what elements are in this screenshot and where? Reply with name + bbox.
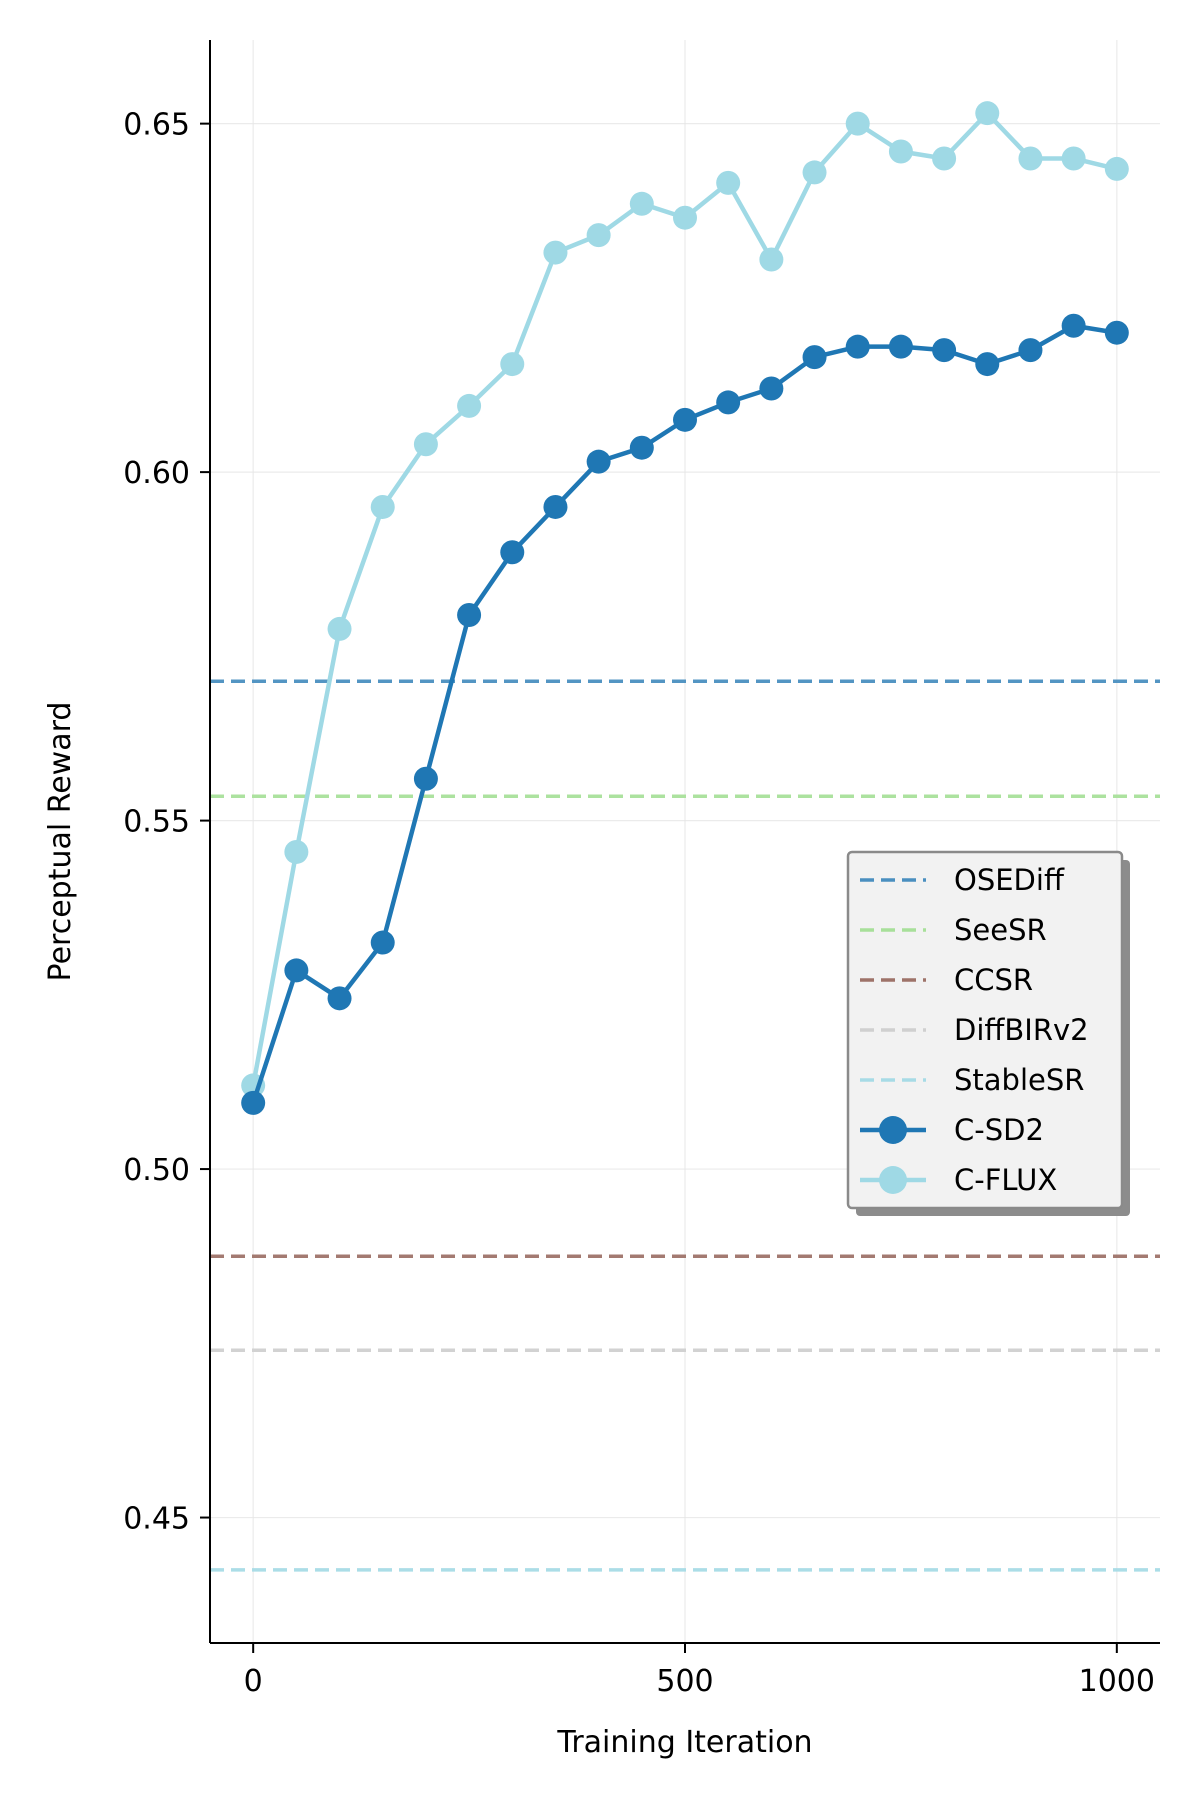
data-point-c-flux: [500, 352, 525, 377]
data-point-c-sd2: [888, 334, 913, 359]
legend: OSEDiff SeeSR CCSR DiffBIRv2 StableSR C-SD2 C-…: [846, 850, 1130, 1216]
data-point-c-flux: [759, 247, 784, 272]
data-point-c-flux: [543, 240, 568, 265]
data-point-c-flux: [284, 839, 309, 864]
data-point-c-sd2: [370, 930, 395, 955]
data-point-c-sd2: [975, 352, 1000, 377]
y-axis-title: Perceptual Reward: [43, 702, 78, 982]
data-point-c-sd2: [586, 449, 611, 474]
data-point-c-sd2: [1061, 313, 1086, 338]
data-point-c-sd2: [759, 376, 784, 401]
data-point-c-sd2: [284, 958, 309, 983]
data-point-c-flux: [327, 616, 352, 641]
data-point-c-sd2: [932, 338, 957, 363]
y-tick-label: 0.65: [123, 108, 190, 143]
data-point-c-flux: [1061, 146, 1086, 171]
x-tick-label: 0: [244, 1664, 263, 1699]
data-point-c-flux: [457, 393, 482, 418]
legend-label: DiffBIRv2: [954, 1013, 1089, 1047]
legend-label: SeeSR: [954, 913, 1047, 947]
data-point-c-flux: [888, 139, 913, 164]
axes: 0 500 1000 0.45 0.50 0.55 0.60 0.65: [123, 40, 1160, 1699]
data-point-c-flux: [673, 205, 697, 230]
legend-label: OSEDiff: [954, 863, 1065, 897]
legend-box: [846, 850, 1124, 1210]
legend-label: C-SD2: [954, 1113, 1044, 1147]
data-point-c-sd2: [802, 345, 827, 370]
data-point-c-flux: [932, 146, 957, 171]
data-point-c-sd2: [673, 407, 697, 432]
legend-label: StableSR: [954, 1063, 1084, 1097]
data-point-c-sd2: [543, 494, 568, 519]
data-point-c-flux: [975, 101, 1000, 126]
data-point-c-sd2: [716, 390, 741, 415]
data-point-c-sd2: [500, 540, 525, 565]
data-point-c-sd2: [241, 1090, 266, 1115]
x-tick-label: 1000: [1079, 1664, 1155, 1699]
legend-marker-c-sd2: [879, 1116, 907, 1144]
data-point-c-flux: [1018, 146, 1043, 171]
data-point-c-sd2: [1018, 338, 1043, 363]
series-lines: [241, 101, 1129, 1115]
baseline-lines: [210, 679, 1160, 1572]
data-point-c-sd2: [845, 334, 870, 359]
data-point-c-sd2: [457, 602, 482, 627]
data-point-c-flux: [716, 170, 741, 195]
data-point-c-flux: [1104, 156, 1129, 181]
x-tick-label: 500: [656, 1664, 713, 1699]
legend-marker-c-flux: [879, 1166, 907, 1194]
y-tick-label: 0.55: [123, 805, 190, 840]
legend-label: C-FLUX: [954, 1163, 1057, 1197]
legend-label: CCSR: [954, 963, 1033, 997]
data-point-c-sd2: [629, 435, 654, 460]
y-tick-label: 0.60: [123, 456, 190, 491]
data-point-c-flux: [370, 494, 395, 519]
data-point-c-sd2: [327, 986, 352, 1011]
data-point-c-flux: [802, 160, 827, 185]
y-tick-label: 0.45: [123, 1502, 190, 1537]
data-point-c-flux: [845, 111, 870, 136]
x-axis-title: Training Iteration: [556, 1725, 812, 1760]
data-point-c-flux: [413, 432, 438, 457]
data-point-c-flux: [629, 191, 654, 216]
data-point-c-sd2: [1104, 320, 1129, 345]
data-point-c-sd2: [413, 766, 438, 791]
data-point-c-flux: [586, 223, 611, 248]
grid: [210, 40, 1160, 1643]
y-tick-label: 0.50: [123, 1153, 190, 1188]
